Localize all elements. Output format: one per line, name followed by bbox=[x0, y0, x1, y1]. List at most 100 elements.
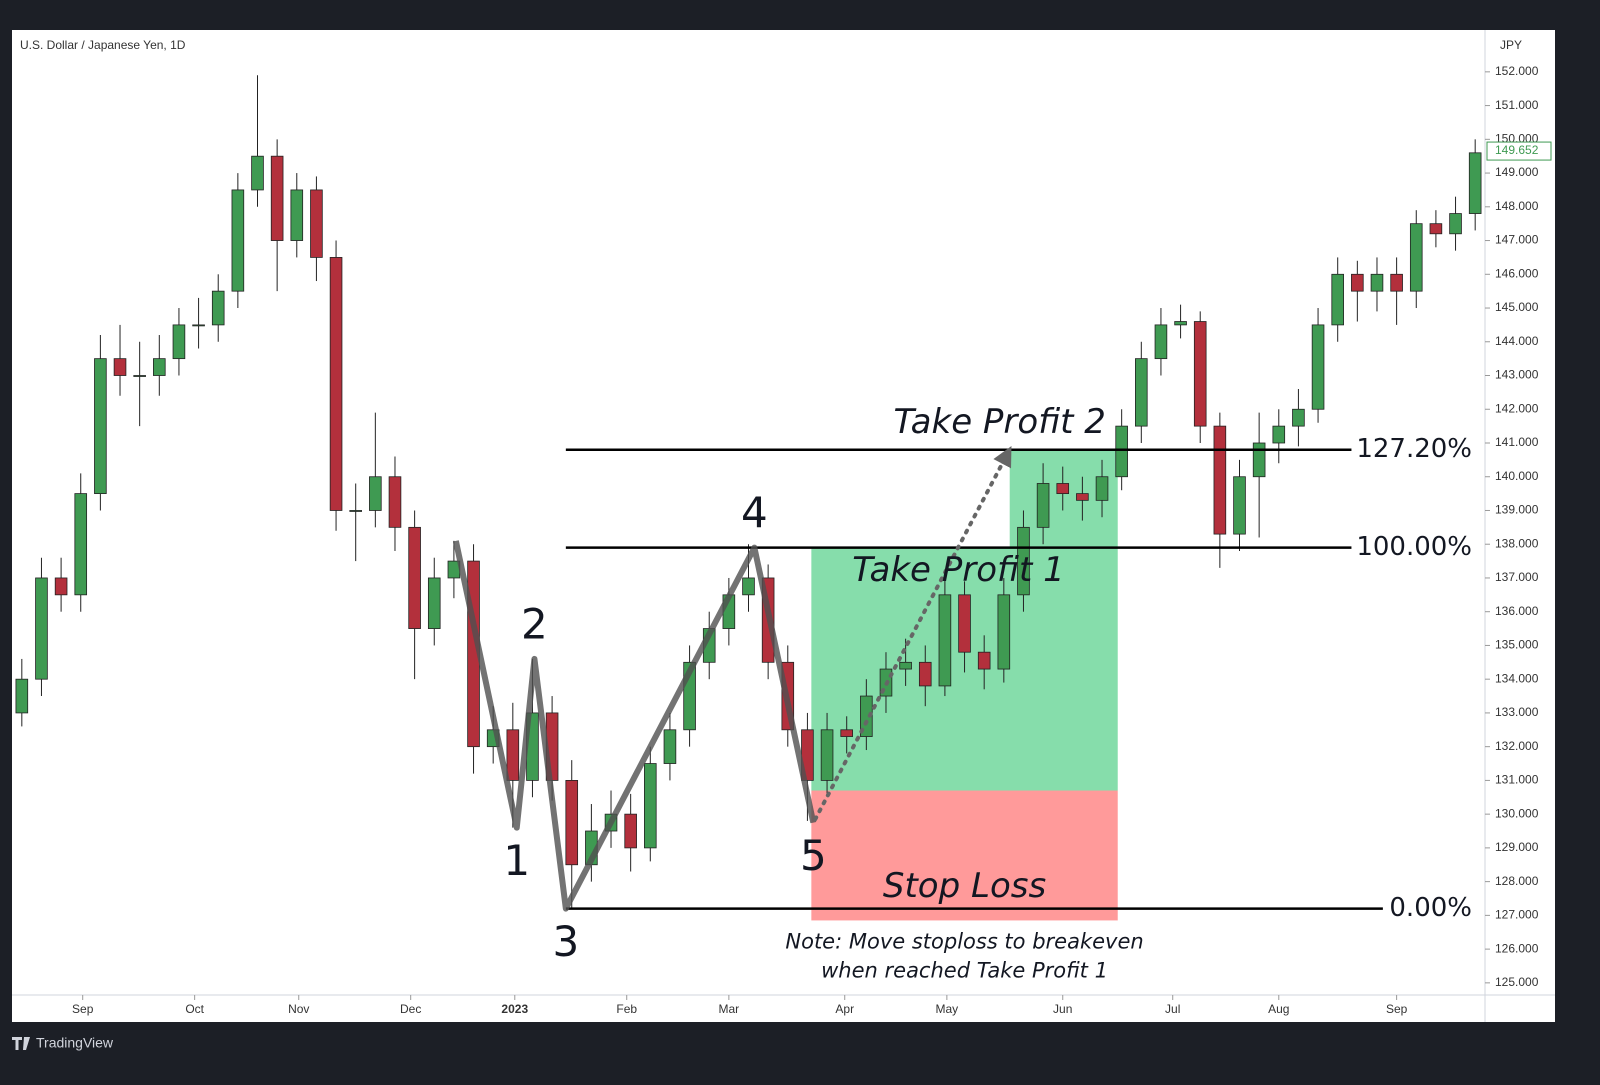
y-tick-label: 126.000 bbox=[1495, 941, 1539, 955]
candle-body bbox=[35, 577, 48, 680]
candle-body bbox=[1095, 476, 1109, 501]
tp1-label: Take Profit 1 bbox=[852, 550, 1064, 590]
candle-body bbox=[211, 290, 225, 326]
candle-body bbox=[644, 763, 657, 849]
candle-body bbox=[310, 189, 323, 258]
wave-label: 5 bbox=[800, 831, 827, 880]
last-price-label: 149.652 bbox=[1495, 143, 1539, 157]
candle-body bbox=[290, 189, 304, 241]
candle-body bbox=[918, 661, 932, 687]
candle-body bbox=[938, 594, 952, 687]
tp2-label: Take Profit 2 bbox=[893, 402, 1105, 442]
x-tick-label: May bbox=[936, 1002, 959, 1016]
y-tick-label: 140.000 bbox=[1495, 469, 1539, 483]
x-tick-label: Sep bbox=[72, 1002, 94, 1016]
y-tick-label: 127.000 bbox=[1495, 908, 1539, 922]
wave-label: 4 bbox=[741, 488, 768, 537]
candle-body bbox=[683, 661, 696, 731]
candle-body bbox=[270, 155, 284, 241]
candle-body bbox=[899, 661, 912, 670]
y-tick-label: 132.000 bbox=[1495, 739, 1539, 753]
fib-label: 100.00% bbox=[1356, 532, 1472, 562]
x-tick-label: Sep bbox=[1386, 1002, 1408, 1016]
y-tick-label: 135.000 bbox=[1495, 638, 1539, 652]
candle-body bbox=[94, 358, 107, 495]
last-price-tag bbox=[1486, 141, 1552, 161]
candle-body bbox=[15, 678, 29, 714]
x-tick-label: Mar bbox=[719, 1002, 740, 1016]
candle-body bbox=[506, 729, 520, 781]
stop-zone bbox=[811, 790, 1118, 921]
y-tick-label: 137.000 bbox=[1495, 570, 1539, 584]
candle-body bbox=[1272, 425, 1286, 444]
candle-body bbox=[1468, 152, 1482, 214]
x-tick-label: Oct bbox=[185, 1002, 204, 1016]
candle-body bbox=[113, 358, 127, 376]
candle-body bbox=[624, 813, 637, 849]
candle-body bbox=[1252, 442, 1266, 478]
y-tick-label: 134.000 bbox=[1495, 671, 1539, 685]
candle-body bbox=[820, 729, 834, 781]
candle-body bbox=[1449, 213, 1462, 235]
candle-body bbox=[840, 729, 853, 737]
candle-body bbox=[329, 257, 343, 511]
candle-body bbox=[1390, 273, 1403, 292]
candle-body bbox=[1331, 273, 1344, 326]
y-tick-label: 136.000 bbox=[1495, 604, 1539, 618]
note: when reached Take Profit 1 bbox=[821, 958, 1108, 982]
x-tick-label: Jul bbox=[1165, 1002, 1180, 1016]
candle-body bbox=[192, 324, 205, 327]
candle-body bbox=[133, 375, 146, 377]
footer: TradingView bbox=[36, 1035, 114, 1051]
candle-body bbox=[251, 155, 264, 191]
wave-line bbox=[452, 540, 817, 912]
y-tick-label: 125.000 bbox=[1495, 975, 1539, 989]
candle-body bbox=[742, 577, 755, 596]
y-tick-label: 144.000 bbox=[1495, 334, 1539, 348]
candle-body bbox=[54, 577, 68, 596]
y-tick-label: 141.000 bbox=[1495, 435, 1539, 449]
candle-body bbox=[1311, 324, 1325, 410]
stop-label: Stop Loss bbox=[883, 866, 1046, 906]
x-tick-label: Aug bbox=[1268, 1002, 1289, 1016]
wave-label: 1 bbox=[503, 836, 530, 885]
candle-body bbox=[172, 324, 186, 360]
y-tick-label: 147.000 bbox=[1495, 233, 1539, 247]
candle-body bbox=[231, 189, 245, 292]
note: Note: Move stoploss to breakeven bbox=[785, 929, 1143, 953]
fib-label: 0.00% bbox=[1389, 893, 1472, 923]
wave-label: 2 bbox=[521, 599, 548, 648]
logo bbox=[12, 1037, 30, 1050]
candle-body bbox=[1174, 321, 1187, 326]
y-tick-label: 152.000 bbox=[1495, 64, 1539, 78]
candle-body bbox=[1370, 273, 1384, 292]
candle-body bbox=[1076, 493, 1089, 501]
candle-body bbox=[1213, 425, 1227, 535]
y-axis-title: JPY bbox=[1500, 38, 1522, 52]
candle-body bbox=[369, 476, 382, 511]
x-tick-label: Feb bbox=[616, 1002, 637, 1016]
fib-label: 127.20% bbox=[1356, 434, 1472, 464]
candle-body bbox=[1351, 273, 1364, 292]
y-tick-label: 139.000 bbox=[1495, 503, 1539, 517]
candle-body bbox=[1135, 358, 1148, 427]
x-tick-label: Apr bbox=[835, 1002, 854, 1016]
candle-body bbox=[1036, 483, 1050, 528]
candle-body bbox=[408, 526, 421, 629]
candle-body bbox=[349, 510, 362, 512]
candle-body bbox=[565, 780, 579, 866]
x-tick-label: 2023 bbox=[501, 1002, 528, 1016]
candle-body bbox=[1292, 408, 1305, 427]
candle-body bbox=[74, 493, 88, 596]
y-tick-label: 145.000 bbox=[1495, 300, 1539, 314]
candle-body bbox=[1193, 321, 1207, 427]
x-tick-label: Dec bbox=[400, 1002, 421, 1016]
candle-body bbox=[997, 594, 1011, 670]
candle-body bbox=[427, 577, 441, 629]
candle-body bbox=[1017, 526, 1030, 596]
chart-title: U.S. Dollar / Japanese Yen, 1D bbox=[20, 38, 186, 52]
y-tick-label: 143.000 bbox=[1495, 368, 1539, 382]
candle-body bbox=[388, 476, 402, 528]
candle-body bbox=[1429, 223, 1443, 235]
candle-body bbox=[1154, 324, 1168, 360]
